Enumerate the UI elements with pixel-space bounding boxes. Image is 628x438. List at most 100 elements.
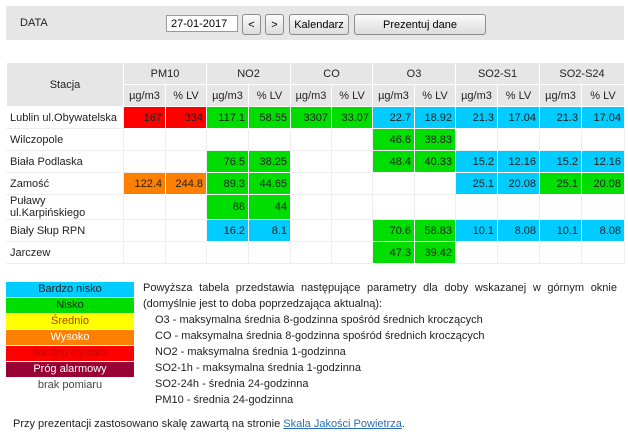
- measurement-cell: 40.33: [414, 150, 456, 173]
- measurement-cell: [290, 172, 332, 195]
- scale-link[interactable]: Skala Jakości Powietrza: [283, 418, 402, 430]
- measurement-cell: 334: [165, 106, 207, 129]
- measurement-cell: 15.2: [455, 150, 498, 173]
- pollutant-header: SO2-S1: [454, 62, 541, 85]
- table-row: Lublin ul.Obywatelska 167 334 117.1 58.55 330…: [6, 106, 626, 129]
- measurement-cell: 58.83: [414, 219, 456, 242]
- unit-header: µg/m3: [539, 84, 583, 107]
- measurement-cell: 17.04: [496, 106, 541, 129]
- pollutant-header: CO: [290, 62, 373, 85]
- measurement-cell: 8.08: [581, 219, 626, 242]
- measurement-cell: [539, 128, 583, 151]
- legend-item: Bardzo wysoko: [6, 346, 134, 362]
- measurement-cell: 18.92: [414, 106, 456, 129]
- date-label: DATA: [20, 17, 48, 29]
- measurement-cell: 88: [206, 194, 249, 220]
- table-row: Biały Słup RPN 16.2 8.1 70.6 58.83 10.1 8.08 10…: [6, 219, 626, 242]
- unit-header: % LV: [581, 84, 626, 107]
- measurement-cell: [331, 150, 373, 173]
- description-item: O3 - maksymalna średnia 8-godzinna spośr…: [155, 314, 483, 326]
- measurement-cell: [123, 241, 166, 264]
- measurement-cell: 58.55: [248, 106, 291, 129]
- air-quality-table: Stacja PM10 NO2 CO O3 SO2-S1 SO2-S24 µg/…: [6, 62, 626, 264]
- measurement-cell: 20.08: [496, 172, 541, 195]
- measurement-cell: [331, 172, 373, 195]
- measurement-cell: 44.65: [248, 172, 291, 195]
- measurement-cell: 25.1: [455, 172, 498, 195]
- measurement-cell: 244.8: [165, 172, 207, 195]
- measurement-cell: 44: [248, 194, 291, 220]
- measurement-cell: [581, 241, 626, 264]
- unit-header: µg/m3: [290, 84, 332, 107]
- measurement-cell: 122.4: [123, 172, 166, 195]
- measurement-cell: [165, 194, 207, 220]
- measurement-cell: 39.42: [414, 241, 456, 264]
- legend-item: Wysoko: [6, 330, 134, 346]
- measurement-cell: [372, 194, 415, 220]
- parameters-description: Powyższa tabela przedstawia następujące …: [143, 280, 617, 408]
- measurement-cell: [581, 194, 626, 220]
- measurement-cell: [581, 128, 626, 151]
- measurement-cell: [331, 194, 373, 220]
- table-row: Zamość 122.4 244.8 89.3 44.65 25.1 20.08 25.1 20…: [6, 172, 626, 195]
- prev-day-button[interactable]: <: [242, 14, 261, 35]
- next-day-button[interactable]: >: [265, 14, 284, 35]
- date-toolbar: DATA < > Kalendarz Prezentuj dane: [6, 6, 624, 40]
- measurement-cell: 12.16: [581, 150, 626, 173]
- unit-header: µg/m3: [123, 84, 166, 107]
- measurement-cell: [539, 194, 583, 220]
- measurement-cell: [496, 128, 541, 151]
- pollutant-header: NO2: [206, 62, 291, 85]
- measurement-cell: [539, 241, 583, 264]
- measurement-cell: 38.83: [414, 128, 456, 151]
- measurement-cell: [248, 128, 291, 151]
- measurement-cell: [372, 172, 415, 195]
- legend-item: Próg alarmowy: [6, 362, 134, 378]
- measurement-cell: [414, 172, 456, 195]
- table-row: Puławy ul.Karpińskiego 88 44: [6, 194, 626, 220]
- measurement-cell: 38.25: [248, 150, 291, 173]
- measurement-cell: [123, 128, 166, 151]
- measurement-cell: [165, 241, 207, 264]
- measurement-cell: 47.3: [372, 241, 415, 264]
- measurement-cell: [455, 128, 498, 151]
- measurement-cell: [290, 219, 332, 242]
- station-name: Puławy ul.Karpińskiego: [6, 194, 124, 220]
- measurement-cell: 70.6: [372, 219, 415, 242]
- station-name: Biały Słup RPN: [6, 219, 124, 242]
- measurement-cell: 76.5: [206, 150, 249, 173]
- station-name: Zamość: [6, 172, 124, 195]
- present-data-button[interactable]: Prezentuj dane: [354, 14, 486, 35]
- measurement-cell: [206, 128, 249, 151]
- measurement-cell: [123, 194, 166, 220]
- legend-item: brak pomiaru: [6, 378, 134, 394]
- description-item: SO2-24h - średnia 24-godzinna: [155, 378, 309, 390]
- measurement-cell: 12.16: [496, 150, 541, 173]
- measurement-cell: [496, 241, 541, 264]
- unit-header: µg/m3: [206, 84, 249, 107]
- footer-end: .: [401, 418, 405, 430]
- station-name: Jarczew: [6, 241, 124, 264]
- pollutant-header: SO2-S24: [539, 62, 626, 85]
- unit-header: % LV: [331, 84, 373, 107]
- measurement-cell: 15.2: [539, 150, 583, 173]
- measurement-cell: 16.2: [206, 219, 249, 242]
- measurement-cell: 20.08: [581, 172, 626, 195]
- description-item: PM10 - średnia 24-godzinna: [155, 394, 294, 406]
- unit-header: % LV: [248, 84, 291, 107]
- measurement-cell: 10.1: [539, 219, 583, 242]
- footer-text: Przy prezentacji zastosowano skalę zawar…: [13, 418, 284, 430]
- unit-header: % LV: [496, 84, 541, 107]
- table-row: Jarczew 47.3 39.42: [6, 241, 626, 264]
- color-legend: Bardzo nisko Nisko Średnio Wysoko Bardzo wys…: [6, 282, 134, 394]
- measurement-cell: [248, 241, 291, 264]
- measurement-cell: [496, 194, 541, 220]
- measurement-cell: [123, 219, 166, 242]
- measurement-cell: 8.08: [496, 219, 541, 242]
- date-input[interactable]: [166, 15, 238, 32]
- unit-header: % LV: [165, 84, 207, 107]
- measurement-cell: [290, 128, 332, 151]
- unit-header: µg/m3: [372, 84, 415, 107]
- pollutant-header: PM10: [123, 62, 207, 85]
- calendar-button[interactable]: Kalendarz: [289, 14, 349, 35]
